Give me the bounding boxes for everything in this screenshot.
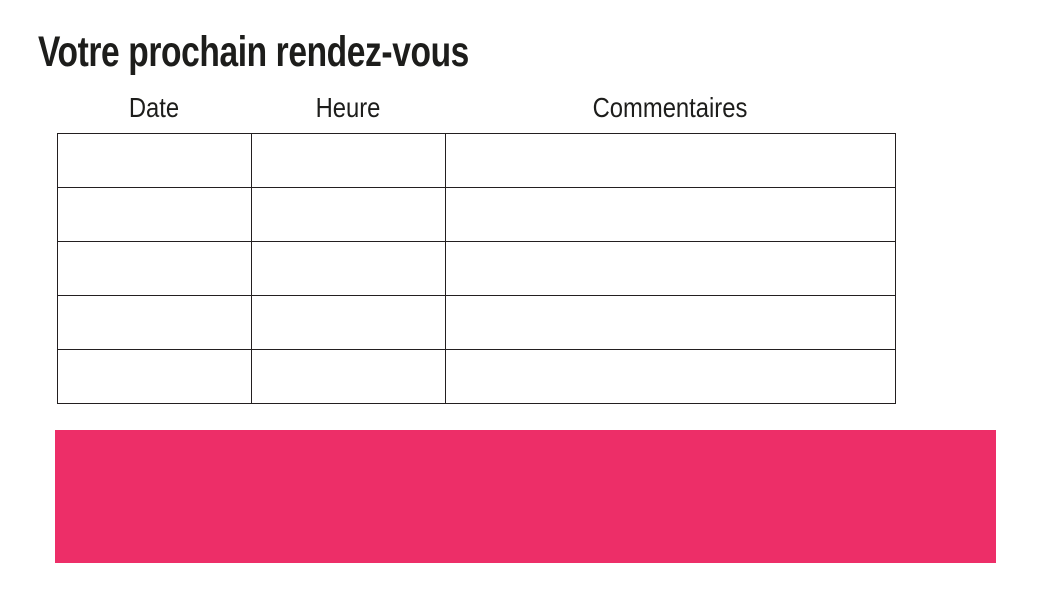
table-cell bbox=[445, 241, 896, 296]
table-cell bbox=[445, 187, 896, 242]
table-cell bbox=[251, 133, 446, 188]
table-row bbox=[57, 133, 896, 188]
table-cell bbox=[57, 133, 252, 188]
table-cell bbox=[251, 295, 446, 350]
table-cell bbox=[57, 241, 252, 296]
appointments-table bbox=[57, 133, 896, 404]
table-cell bbox=[57, 187, 252, 242]
table-row bbox=[57, 295, 896, 350]
column-header-heure: Heure bbox=[315, 92, 381, 123]
table-row bbox=[57, 187, 896, 242]
table-cell bbox=[445, 295, 896, 350]
table-cell bbox=[251, 349, 446, 404]
table-row bbox=[57, 241, 896, 296]
table-cell bbox=[57, 295, 252, 350]
table-row bbox=[57, 349, 896, 404]
table-cell bbox=[445, 349, 896, 404]
column-header-commentaires: Commentaires bbox=[592, 92, 748, 123]
table-cell bbox=[251, 187, 446, 242]
table-cell bbox=[445, 133, 896, 188]
page-title: Votre prochain rendez-vous bbox=[38, 28, 469, 76]
table-cell bbox=[251, 241, 446, 296]
table-header-row: Date Heure Commentaires bbox=[57, 92, 895, 124]
accent-bar bbox=[55, 430, 996, 563]
table-cell bbox=[57, 349, 252, 404]
column-header-date: Date bbox=[128, 92, 180, 123]
